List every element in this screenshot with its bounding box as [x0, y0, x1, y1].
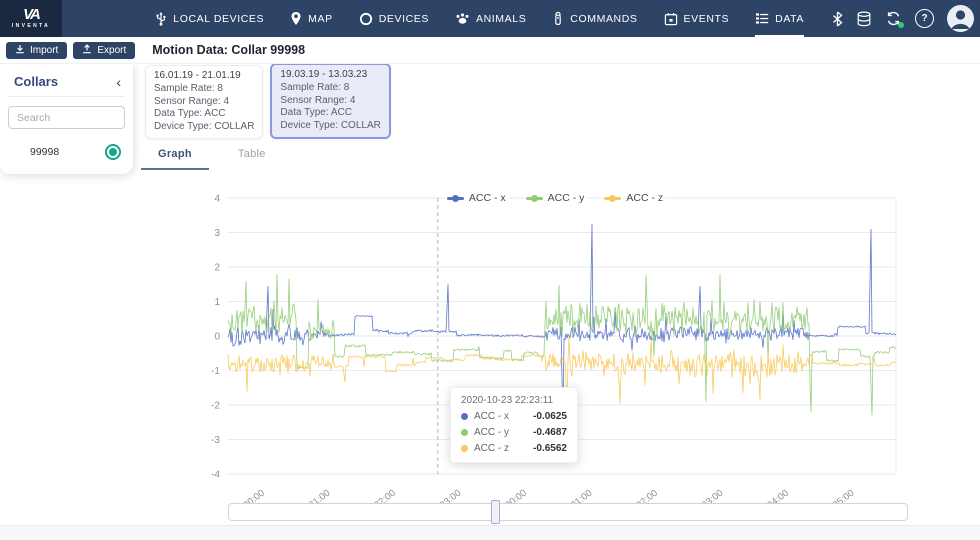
collars-sidebar: Collars ‹ 99998	[0, 64, 133, 174]
sidebar-title: Collars	[14, 74, 59, 89]
chart-tooltip: 2020-10-23 22:23:11 ACC - x -0.0625 ACC …	[450, 387, 578, 463]
card-sensor-range: Sensor Range: 4	[154, 95, 230, 107]
help-icon[interactable]: ?	[915, 9, 934, 28]
legend-item-acc-x[interactable]: ACC - x	[444, 192, 508, 204]
motion-chart: ACC - x ACC - y ACC - z 4 3 2 1 0 -1 -2 -3 -4 20:…	[140, 178, 970, 511]
series-dot-icon	[461, 413, 468, 420]
legend-marker	[604, 194, 622, 202]
collapse-chevron-icon[interactable]: ‹	[116, 73, 121, 90]
collar-label: 99998	[30, 146, 60, 158]
chart-legend: ACC - x ACC - y ACC - z	[140, 192, 970, 204]
svg-text:2: 2	[214, 263, 220, 274]
paw-icon	[455, 12, 470, 25]
nav-item-animals[interactable]: ANIMALS	[455, 0, 526, 37]
legend-label: ACC - y	[547, 192, 585, 204]
tooltip-timestamp: 2020-10-23 22:23:11	[461, 395, 554, 406]
navbar-actions: ?	[832, 5, 974, 32]
tab-graph[interactable]: Graph	[141, 141, 209, 170]
avatar[interactable]	[947, 5, 974, 32]
tooltip-row: ACC - y -0.4687	[461, 427, 567, 438]
svg-text:-2: -2	[211, 401, 220, 412]
export-icon	[82, 43, 92, 57]
top-navbar: VA INVENTA LOCAL DEVICES MAP DEVICES ANI…	[0, 0, 980, 37]
card-date-range: 19.03.19 - 13.03.23	[280, 69, 368, 80]
import-icon	[15, 44, 25, 57]
nav-label: EVENTS	[683, 12, 730, 25]
page-title: Motion Data: Collar 99998	[152, 43, 306, 57]
dataset-card-selected[interactable]: 19.03.19 - 13.03.23 Sample Rate: 8 Senso…	[270, 63, 391, 139]
card-data-type: Data Type: ACC	[154, 108, 226, 120]
card-device-type: Device Type: COLLAR	[280, 120, 381, 132]
nav-label: MAP	[308, 12, 333, 25]
tab-table[interactable]: Table	[237, 148, 266, 160]
nav-label: COMMANDS	[570, 12, 638, 25]
logo-brand-text: INVENTA	[11, 23, 51, 29]
nav-label: ANIMALS	[476, 12, 527, 25]
logo-mark: VA	[23, 6, 41, 23]
export-button[interactable]: Export	[73, 41, 136, 59]
list-icon	[755, 12, 769, 25]
app-logo[interactable]: VA INVENTA	[0, 0, 62, 37]
footer-strip	[0, 525, 980, 540]
svg-text:1: 1	[214, 297, 220, 308]
svg-text:-3: -3	[211, 435, 220, 446]
card-sample-rate: Sample Rate: 8	[154, 82, 223, 94]
nav-item-events[interactable]: EVENTS	[664, 0, 730, 37]
ring-icon	[359, 12, 373, 26]
tooltip-row: ACC - x -0.0625	[461, 411, 567, 422]
legend-label: ACC - x	[468, 192, 506, 204]
nav-item-devices[interactable]: DEVICES	[359, 0, 429, 37]
nav-label: DEVICES	[378, 12, 429, 25]
svg-text:4: 4	[214, 194, 220, 205]
dataset-card[interactable]: 16.01.19 - 21.01.19 Sample Rate: 8 Senso…	[145, 65, 264, 139]
datazoom-slider[interactable]	[228, 500, 908, 524]
card-data-type: Data Type: ACC	[280, 107, 352, 119]
legend-marker	[525, 194, 543, 202]
database-icon[interactable]	[856, 11, 872, 27]
sync-status-dot	[898, 22, 904, 28]
nav-item-commands[interactable]: COMMANDS	[552, 0, 637, 37]
main-nav: LOCAL DEVICES MAP DEVICES ANIMALS COMMAN…	[155, 0, 804, 37]
calendar-icon	[664, 12, 678, 26]
dataset-cards: 16.01.19 - 21.01.19 Sample Rate: 8 Senso…	[145, 62, 391, 139]
svg-text:0: 0	[214, 332, 220, 343]
svg-text:-4: -4	[211, 470, 220, 481]
card-device-type: Device Type: COLLAR	[154, 121, 255, 133]
remote-icon	[552, 11, 564, 26]
svg-text:-1: -1	[211, 366, 220, 377]
view-tabs: Graph Table	[141, 141, 283, 170]
export-label: Export	[97, 44, 127, 56]
legend-label: ACC - z	[626, 192, 664, 204]
collar-list-item[interactable]: 99998	[8, 129, 125, 160]
series-dot-icon	[461, 429, 468, 436]
nav-item-local-devices[interactable]: LOCAL DEVICES	[155, 0, 264, 37]
import-button[interactable]: Import	[6, 41, 68, 59]
usb-icon	[155, 11, 167, 26]
svg-text:3: 3	[214, 228, 220, 239]
legend-item-acc-z[interactable]: ACC - z	[602, 192, 666, 204]
sidebar-header: Collars ‹	[8, 72, 125, 97]
map-pin-icon	[290, 11, 302, 26]
card-date-range: 16.01.19 - 21.01.19	[154, 70, 241, 81]
nav-item-map[interactable]: MAP	[290, 0, 333, 37]
sync-icon[interactable]	[885, 10, 904, 28]
tooltip-row: ACC - z -0.6562	[461, 443, 567, 454]
import-label: Import	[30, 44, 59, 56]
legend-item-acc-y[interactable]: ACC - y	[523, 192, 587, 204]
nav-item-data[interactable]: DATA	[755, 0, 804, 37]
legend-marker	[446, 194, 464, 202]
nav-label: LOCAL DEVICES	[173, 12, 265, 25]
radio-selected-icon[interactable]	[105, 144, 121, 160]
datazoom-thumb[interactable]	[491, 500, 500, 524]
card-sensor-range: Sensor Range: 4	[280, 94, 356, 106]
series-dot-icon	[461, 445, 468, 452]
subheader: Import Export Motion Data: Collar 99998	[0, 37, 980, 64]
nav-label: DATA	[775, 12, 804, 25]
bluetooth-icon[interactable]	[832, 11, 843, 27]
card-sample-rate: Sample Rate: 8	[280, 81, 350, 93]
search-input[interactable]	[8, 106, 125, 129]
